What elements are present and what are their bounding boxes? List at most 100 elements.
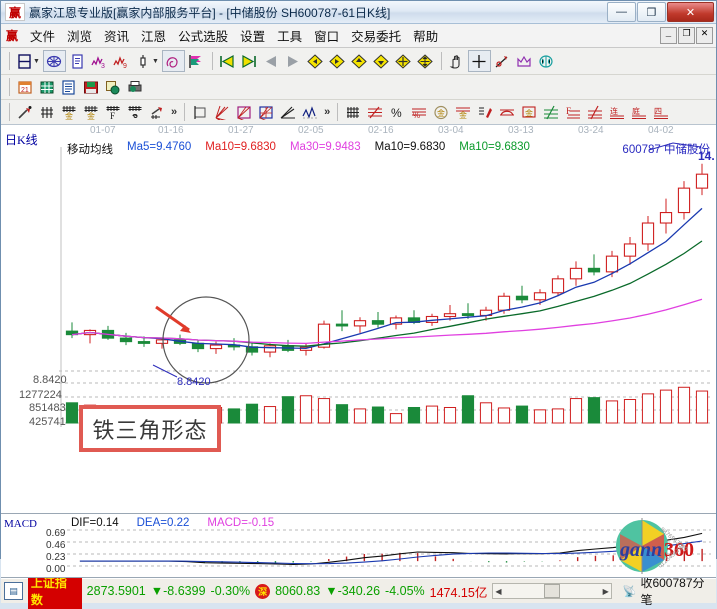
- calendar-icon[interactable]: [14, 51, 35, 71]
- crosshair-icon[interactable]: [467, 50, 491, 72]
- toolbar-more-chevron-icon[interactable]: »: [171, 106, 178, 118]
- candle-icon[interactable]: [133, 51, 154, 71]
- gold-fan2-icon[interactable]: 金: [80, 102, 101, 122]
- box-icon[interactable]: [189, 102, 210, 122]
- document-icon[interactable]: [67, 51, 88, 71]
- percent-line-icon[interactable]: [364, 102, 385, 122]
- menu-item-formula-stock-pick[interactable]: 公式选股: [178, 30, 229, 44]
- volume-axis-label: 851483: [29, 402, 66, 414]
- pattern-icon[interactable]: [161, 50, 185, 72]
- diamond-up-icon[interactable]: [349, 51, 370, 71]
- j-line-icon[interactable]: [540, 102, 561, 122]
- brain-icon[interactable]: [536, 51, 557, 71]
- price-chart-panel[interactable]: 日K线 01-07 01-16 01-27 02-05 02-16 03-04 …: [1, 125, 716, 514]
- diamond-down-icon[interactable]: [371, 51, 392, 71]
- gold-circle-icon[interactable]: 金: [430, 102, 451, 122]
- network-icon[interactable]: [42, 50, 66, 72]
- scroll-thumb[interactable]: [544, 584, 561, 598]
- candlestick-canvas[interactable]: [1, 125, 717, 513]
- svg-text:%: %: [413, 111, 420, 120]
- spiral-icon[interactable]: [124, 102, 145, 122]
- quote-grid-icon[interactable]: ▤: [4, 582, 23, 600]
- menu-item-settings[interactable]: 设置: [240, 30, 266, 44]
- f-line-icon[interactable]: F: [562, 102, 583, 122]
- turnover-percent: -4.05%: [385, 584, 425, 598]
- menu-item-window[interactable]: 窗口: [314, 30, 340, 44]
- ink-icon[interactable]: [474, 102, 495, 122]
- ladder-icon[interactable]: [342, 102, 363, 122]
- lian-icon[interactable]: 连: [606, 102, 627, 122]
- alert-badge-icon[interactable]: 深: [255, 583, 271, 599]
- diamond-move-icon[interactable]: [415, 51, 436, 71]
- horizontal-scrollbar[interactable]: ◀ ▶: [492, 583, 612, 599]
- annotation-box[interactable]: 铁三角形态: [79, 405, 221, 452]
- diamond-right-icon[interactable]: [327, 51, 348, 71]
- f-fan-icon[interactable]: F: [102, 102, 123, 122]
- angle-icon[interactable]: [277, 102, 298, 122]
- zigzag-icon[interactable]: [299, 102, 320, 122]
- antenna-icon: 📡: [622, 585, 637, 598]
- gold-fan1-icon[interactable]: 金: [58, 102, 79, 122]
- menu-item-help[interactable]: 帮助: [413, 30, 439, 44]
- diamond-cross-icon[interactable]: [393, 51, 414, 71]
- calendar21-icon[interactable]: 21: [14, 77, 35, 97]
- hand-icon[interactable]: [446, 51, 467, 71]
- copy-icon[interactable]: [102, 77, 123, 97]
- grid-fan-icon[interactable]: [255, 102, 276, 122]
- square-fan-icon[interactable]: [233, 102, 254, 122]
- last-icon[interactable]: [239, 51, 260, 71]
- scroll-left-icon[interactable]: ◀: [495, 586, 502, 596]
- menu-item-trade[interactable]: 交易委托: [351, 30, 402, 44]
- svg-text:gann: gann: [619, 539, 662, 561]
- toolbar-more-chevron-icon[interactable]: »: [324, 106, 331, 118]
- si-icon[interactable]: 四: [650, 102, 671, 122]
- fan-red-icon[interactable]: [211, 102, 232, 122]
- print-icon[interactable]: [124, 77, 145, 97]
- percent-icon[interactable]: %: [386, 102, 407, 122]
- gold-box-icon[interactable]: 金: [518, 102, 539, 122]
- grid-icon[interactable]: [36, 77, 57, 97]
- crown-icon[interactable]: [514, 51, 535, 71]
- ma-value-ma5: Ma5=9.4760: [127, 141, 192, 153]
- save-icon[interactable]: [80, 77, 101, 97]
- next-icon[interactable]: [283, 51, 304, 71]
- prev-icon[interactable]: [261, 51, 282, 71]
- minimize-button[interactable]: —: [607, 2, 636, 22]
- first-icon[interactable]: [217, 51, 238, 71]
- mdi-close-button[interactable]: ✕: [696, 27, 713, 44]
- ma-legend: 移动均线 Ma5=9.4760 Ma10=9.6830 Ma30=9.9483 …: [67, 141, 530, 157]
- fan-line-icon[interactable]: [584, 102, 605, 122]
- wave9-icon[interactable]: 9: [111, 51, 132, 71]
- menu-item-gann[interactable]: 江恩: [141, 30, 167, 44]
- pen-red-icon[interactable]: [14, 102, 35, 122]
- macd-legend: DIF=0.14 DEA=0.22 MACD=-0.15: [71, 517, 274, 529]
- report-icon[interactable]: [58, 77, 79, 97]
- macd-panel[interactable]: MACD DIF=0.14 DEA=0.22 MACD=-0.15 0.69 0…: [1, 514, 716, 578]
- pen-line-icon[interactable]: [146, 102, 167, 122]
- macd-axis-tick: 0.46: [46, 540, 66, 551]
- menu-item-news[interactable]: 资讯: [104, 30, 130, 44]
- menu-item-browse[interactable]: 浏览: [67, 30, 93, 44]
- gold-line-icon[interactable]: 金: [452, 102, 473, 122]
- flag-icon[interactable]: [186, 51, 207, 71]
- date-tick: 04-02: [648, 125, 674, 136]
- pen-icon[interactable]: [492, 51, 513, 71]
- maximize-button[interactable]: ❐: [637, 2, 666, 22]
- grid-hash-icon[interactable]: [36, 102, 57, 122]
- mdi-minimize-button[interactable]: _: [660, 27, 677, 44]
- percent-under-icon[interactable]: %: [408, 102, 429, 122]
- calendar-dropdown-caret-icon[interactable]: ▼: [33, 57, 40, 65]
- wave3-icon[interactable]: 3: [89, 51, 110, 71]
- menu-item-tools[interactable]: 工具: [277, 30, 303, 44]
- toolbar-primary: ▼ 3 9 ▼: [1, 48, 716, 75]
- arc-icon[interactable]: [496, 102, 517, 122]
- diamond-left-icon[interactable]: [305, 51, 326, 71]
- menu-item-file[interactable]: 文件: [30, 30, 56, 44]
- ting-icon[interactable]: 庭: [628, 102, 649, 122]
- toolbar-separator: [211, 52, 213, 70]
- mdi-restore-button[interactable]: ❐: [678, 27, 695, 44]
- candle-dropdown-caret-icon[interactable]: ▼: [151, 57, 159, 65]
- close-button[interactable]: ✕: [667, 2, 714, 22]
- macd-axis-tick: 0.69: [46, 528, 66, 539]
- scroll-right-icon[interactable]: ▶: [602, 586, 609, 596]
